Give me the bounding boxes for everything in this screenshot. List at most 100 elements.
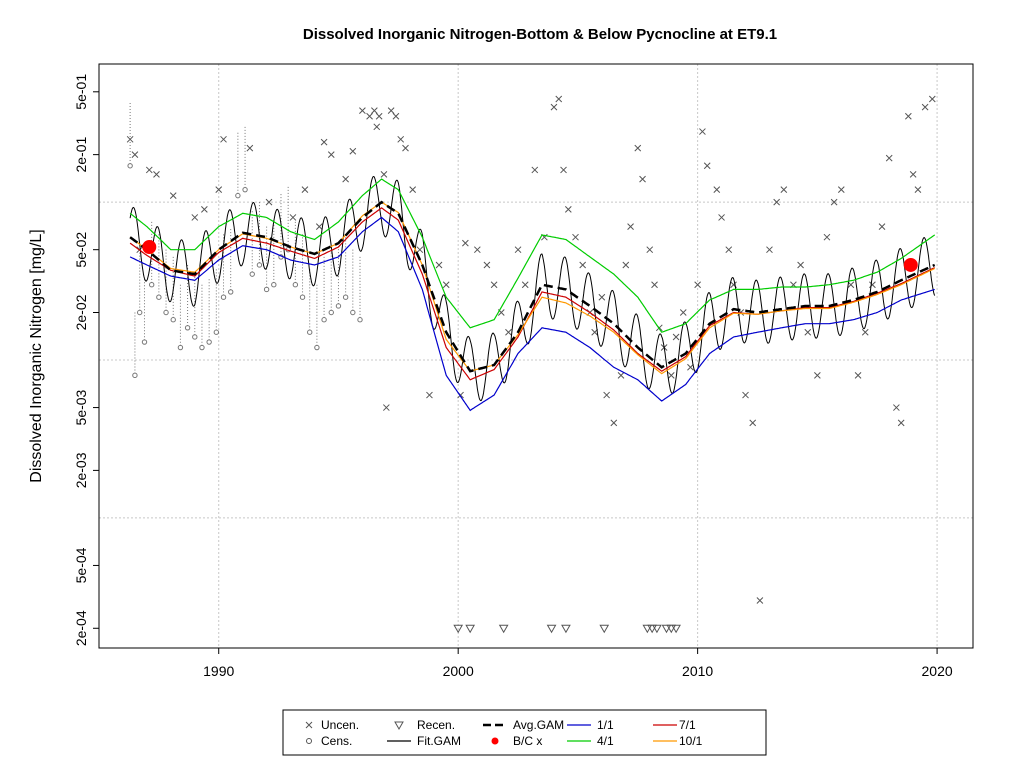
uncensored-point — [646, 246, 654, 254]
uncensored-point — [473, 246, 481, 254]
uncensored-point — [505, 328, 512, 336]
x-tick-label: 2010 — [682, 663, 713, 679]
plot-area — [126, 95, 936, 634]
legend-item: Avg.GAM — [483, 718, 564, 732]
series-10-1 — [129, 201, 935, 375]
uncensored-point — [909, 171, 917, 178]
uncensored-point — [667, 371, 675, 379]
censored-point — [141, 339, 148, 345]
legend-label: Avg.GAM — [513, 718, 564, 732]
y-axis: 2e-04 5e-04 2e-03 5e-03 2e-02 5e-02 2e-01 5e-01 — [73, 74, 99, 646]
uncensored-point — [579, 261, 587, 269]
uncensored-point — [921, 103, 929, 111]
y-tick-label: 5e-04 — [73, 547, 89, 583]
uncensored-point — [359, 107, 366, 114]
legend-box — [282, 709, 767, 756]
uncensored-point — [598, 293, 606, 301]
uncensored-point — [402, 144, 409, 152]
censored-point — [271, 282, 277, 288]
censored-point — [206, 339, 212, 345]
censored-point — [170, 317, 176, 323]
uncensored-point — [531, 166, 539, 174]
uncensored-point — [869, 281, 876, 289]
censored-point — [299, 294, 306, 300]
censored-point — [342, 294, 349, 300]
bc-point — [903, 257, 918, 272]
grid — [99, 64, 973, 648]
uncensored-point — [564, 206, 572, 213]
uncensored-point — [320, 138, 328, 146]
uncensored-point — [397, 135, 405, 143]
legend-label: Fit.GAM — [417, 734, 461, 748]
legend-label: Recen. — [417, 718, 455, 732]
uncensored-point — [780, 186, 788, 194]
uncensored-point — [572, 233, 579, 241]
censored-point — [242, 186, 248, 193]
uncensored-point — [622, 261, 630, 269]
legend-item: Cens. — [306, 734, 352, 748]
censored-point — [213, 329, 220, 335]
uncensored-point — [426, 391, 433, 399]
censored-point — [132, 372, 138, 379]
uncensored-point — [713, 186, 721, 194]
uncensored-point — [830, 198, 838, 206]
uncensored-point — [387, 107, 395, 114]
censored-point — [292, 282, 299, 288]
legend-symbol-dot — [491, 737, 499, 745]
uncensored-point — [153, 171, 160, 178]
uncensored-point — [315, 223, 323, 230]
uncensored-point — [375, 112, 383, 120]
legend-label: B/C x — [513, 734, 542, 748]
uncensored-point — [435, 261, 443, 269]
uncensored-point — [756, 597, 764, 604]
censored-point — [249, 271, 255, 277]
y-tick-label: 2e-02 — [73, 294, 89, 330]
uncensored-point — [366, 112, 373, 120]
censored-point — [321, 317, 327, 323]
recensored-point — [561, 624, 571, 634]
censored-point — [328, 309, 334, 316]
censored-point — [163, 309, 169, 316]
uncensored-point — [651, 281, 658, 289]
uncensored-point — [220, 135, 227, 143]
uncensored-point — [416, 246, 424, 254]
uncensored-point — [617, 371, 625, 379]
uncensored-point — [679, 309, 687, 316]
legend-item: 4/1 — [567, 734, 614, 748]
legend-item: 7/1 — [653, 718, 696, 732]
censored-point — [235, 192, 241, 199]
censored-point — [220, 294, 227, 300]
uncensored-point — [928, 95, 936, 103]
uncensored-point — [490, 281, 498, 289]
censored-point — [127, 163, 133, 169]
uncensored-point — [131, 151, 139, 158]
censored-point — [335, 303, 342, 309]
uncensored-point — [823, 233, 831, 241]
censored-point — [199, 344, 205, 351]
censored-point — [314, 344, 320, 351]
uncensored-point — [914, 186, 922, 194]
censored-point — [307, 329, 313, 335]
x-axis: 1990 2000 2010 2020 — [203, 648, 953, 679]
uncensored-point — [797, 261, 804, 269]
uncensored-point — [349, 147, 357, 155]
uncensored-point — [409, 186, 417, 194]
uncensored-point — [327, 151, 335, 158]
uncensored-point — [814, 371, 821, 379]
recensored-point — [465, 624, 476, 634]
recensored-point — [661, 624, 672, 634]
plot-frame — [98, 63, 974, 649]
uncensored-point — [742, 391, 749, 399]
legend-item: Uncen. — [305, 718, 359, 732]
legend-item: Fit.GAM — [387, 734, 461, 748]
legend: Uncen. Cens. Recen. Fit.GAM Avg.GAM B/C x 1/1 4… — [282, 709, 767, 756]
uncensored-point — [703, 162, 711, 170]
recensored-point — [671, 624, 681, 634]
uncensored-point — [371, 107, 378, 114]
uncensored-point — [301, 186, 309, 194]
recensored-point — [666, 624, 677, 634]
legend-symbol-circle — [306, 738, 312, 744]
uncensored-point — [560, 166, 567, 174]
recensored-point — [652, 624, 662, 634]
